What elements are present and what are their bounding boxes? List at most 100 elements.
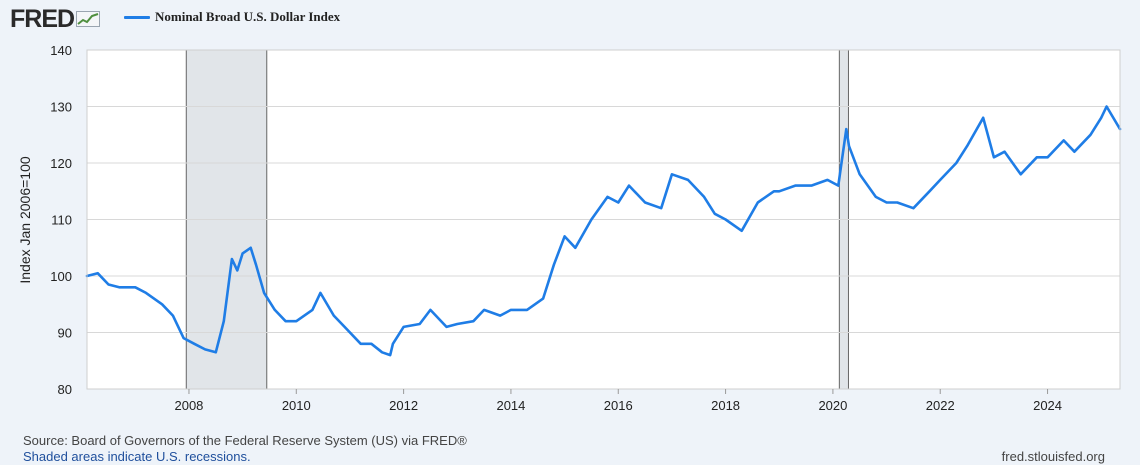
data-point [1105, 105, 1108, 108]
data-point [606, 196, 609, 198]
data-point [274, 309, 276, 311]
data-point [810, 184, 813, 187]
legend-label: Nominal Broad U.S. Dollar Index [155, 9, 341, 24]
data-point [993, 156, 995, 159]
fred-header: FRED [10, 4, 101, 34]
data-point [215, 351, 217, 354]
data-point [381, 351, 383, 354]
legend: Nominal Broad U.S. Dollar Index [124, 9, 340, 25]
y-tick-label: 110 [51, 213, 72, 228]
x-tick-label: 2018 [711, 398, 740, 413]
y-tick-label: 130 [50, 100, 72, 115]
data-point [456, 323, 459, 325]
data-point [928, 190, 931, 193]
data-point [223, 320, 225, 323]
data-point [359, 343, 362, 345]
fred-logo[interactable]: FRED [10, 4, 75, 33]
data-point [660, 207, 662, 209]
data-point [370, 343, 373, 345]
y-tick-label: 90 [58, 326, 72, 341]
data-point [714, 213, 716, 215]
x-tick-label: 2010 [282, 398, 311, 413]
data-point [499, 314, 502, 317]
data-point [263, 292, 265, 294]
data-point [671, 173, 673, 176]
data-point [955, 162, 958, 164]
data-point [875, 196, 877, 198]
chart: 80 90 100 110 120 130 140 2008 2010 2012 2014 2016… [17, 43, 1122, 413]
data-point [826, 179, 829, 181]
data-point [241, 252, 244, 255]
data-point [574, 247, 577, 249]
y-tick-label: 120 [50, 156, 72, 171]
x-tick-label: 2020 [818, 398, 847, 413]
x-tick-label: 2016 [604, 398, 633, 413]
data-point [255, 263, 257, 266]
data-point [182, 337, 185, 339]
data-point [333, 314, 335, 317]
data-point [204, 348, 206, 351]
data-point [249, 247, 252, 249]
data-point [740, 230, 743, 232]
data-point [284, 320, 287, 323]
y-axis-label: Index Jan 2006=100 [17, 156, 33, 283]
data-point [628, 184, 630, 187]
data-point [966, 145, 968, 147]
footer-notes: Source: Board of Governors of the Federa… [23, 433, 467, 465]
data-point [617, 201, 620, 204]
data-point [389, 354, 392, 356]
data-point [445, 326, 448, 328]
data-point [757, 201, 759, 204]
data-point [885, 201, 888, 204]
y-tick-label: 100 [50, 269, 72, 284]
data-point [1046, 156, 1049, 159]
data-point [912, 207, 915, 209]
data-point [96, 272, 99, 275]
data-point [236, 269, 239, 272]
data-point [1003, 150, 1006, 153]
recession-note[interactable]: Shaded areas indicate U.S. recessions. [23, 449, 251, 464]
data-point [1062, 139, 1065, 142]
data-point [343, 326, 346, 328]
data-point [172, 314, 174, 317]
data-point [590, 218, 593, 221]
data-point [472, 320, 475, 323]
data-point [402, 326, 405, 328]
data-point [311, 309, 314, 311]
line-chart-icon [76, 11, 101, 27]
plot-border [86, 49, 1121, 390]
y-tick-label: 140 [50, 43, 72, 58]
data-point [118, 286, 120, 289]
data-point [858, 173, 861, 176]
source-note: Source: Board of Governors of the Federa… [23, 433, 467, 448]
data-point [295, 320, 298, 323]
data-point [563, 235, 566, 238]
data-point [134, 286, 137, 289]
data-point [845, 128, 848, 130]
data-point [1089, 134, 1092, 136]
data-point [724, 218, 727, 221]
data-point [553, 263, 555, 266]
data-point [231, 258, 233, 260]
data-point [687, 179, 689, 181]
data-point [773, 190, 775, 193]
data-point [644, 201, 646, 204]
data-point [510, 309, 512, 311]
data-point [1073, 150, 1076, 153]
site-link[interactable]: fred.stlouisfed.org [1001, 449, 1105, 464]
data-point [392, 343, 394, 345]
data-point [896, 201, 899, 204]
x-tick-label: 2022 [926, 398, 955, 413]
data-point [145, 292, 147, 294]
data-point [319, 292, 322, 294]
data-point [429, 309, 432, 311]
legend-swatch [124, 15, 150, 19]
data-point [848, 145, 850, 147]
data-point [161, 303, 163, 306]
x-tick-label: 2024 [1033, 398, 1062, 413]
data-point [794, 184, 797, 187]
x-tick-label: 2008 [174, 398, 203, 413]
data-point [418, 323, 421, 325]
x-tick-label: 2012 [389, 398, 418, 413]
data-point [526, 309, 528, 311]
